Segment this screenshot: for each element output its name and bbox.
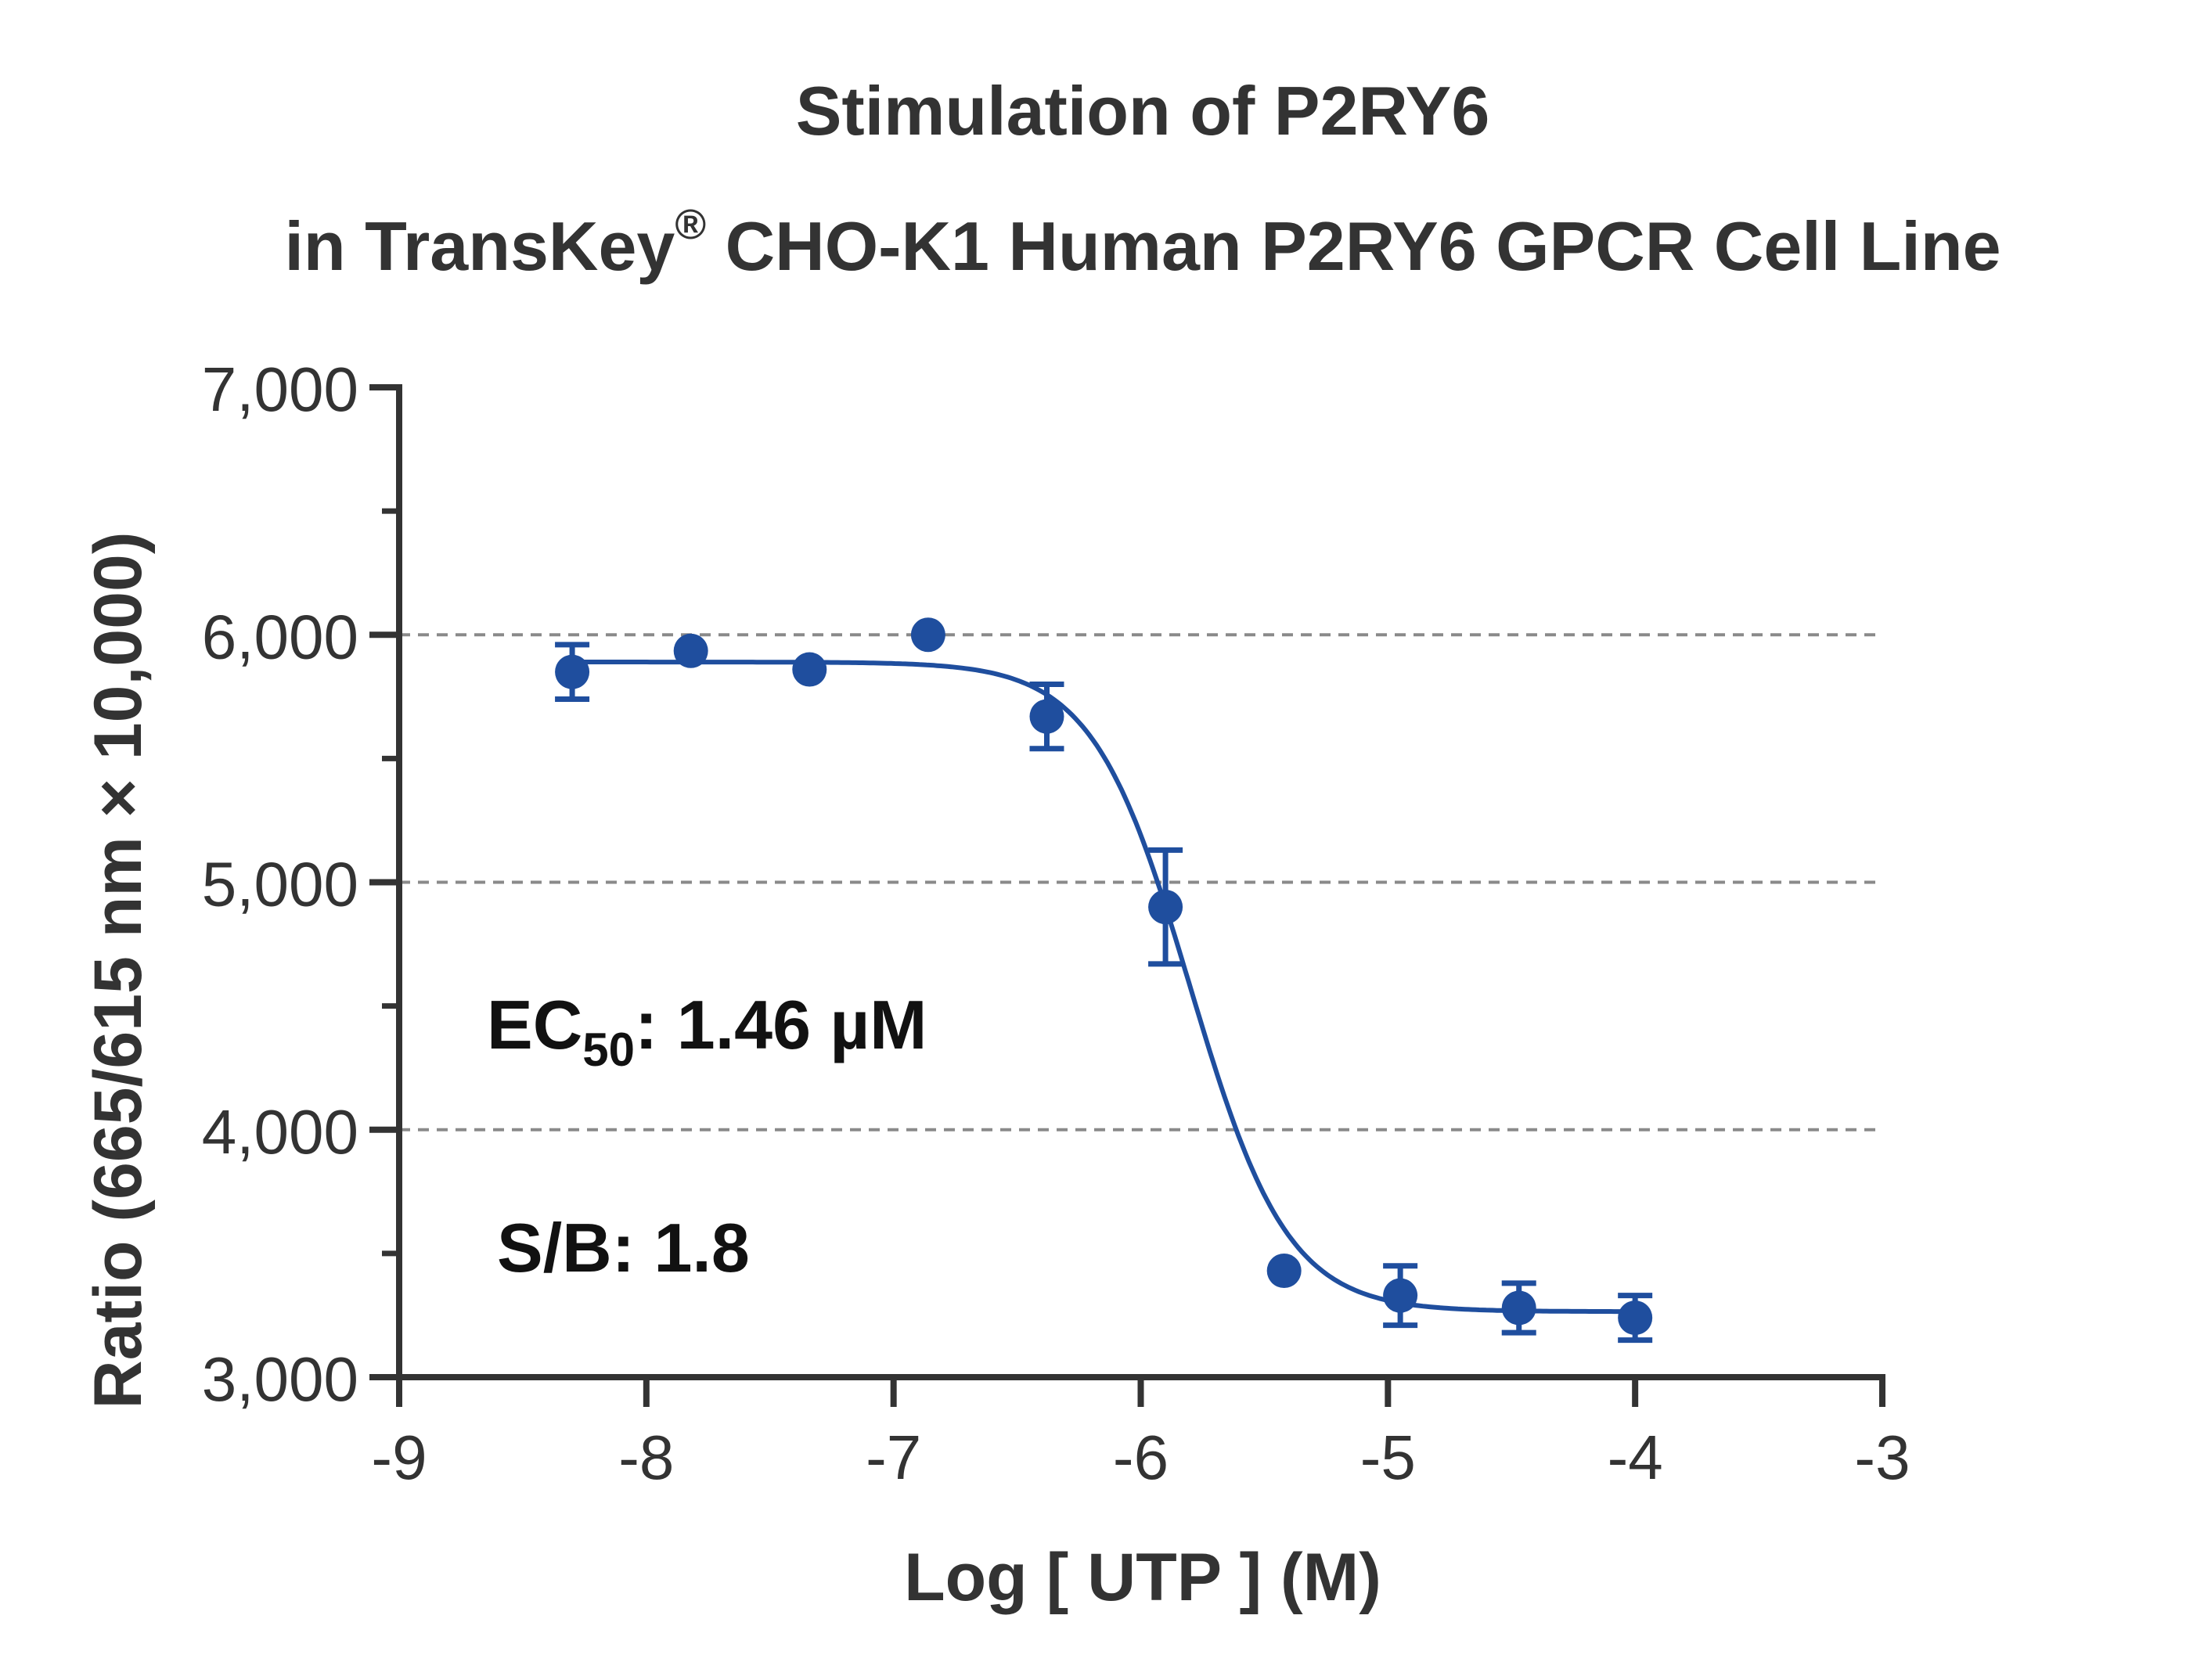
y-tick-label: 7,000 (202, 354, 358, 424)
ec50-annotation: EC50: 1.46 µM (487, 986, 927, 1076)
data-point (555, 654, 590, 689)
x-tick-label: -9 (371, 1423, 427, 1492)
data-point (1618, 1300, 1653, 1336)
y-axis-title: Ratio (665/615 nm × 10,000) (81, 532, 156, 1409)
x-tick-label: -8 (618, 1423, 674, 1492)
data-point (1501, 1290, 1536, 1326)
chart-title-line2: in TransKey® CHO-K1 Human P2RY6 GPCR Cel… (284, 201, 2001, 285)
x-tick-label: -4 (1608, 1423, 1663, 1492)
data-point (1029, 699, 1064, 734)
x-axis-title: Log [ UTP ] (M) (904, 1540, 1381, 1615)
ec50-prefix: EC (487, 986, 582, 1063)
y-tick-label: 3,000 (202, 1344, 358, 1414)
axes: 3,000 4,000 5,000 6,000 7,000 -9 -8 -7 -6 -5 -4 -3 (202, 354, 1910, 1492)
fit-curve-group (572, 660, 1636, 1315)
data-point (1383, 1278, 1418, 1313)
data-point (1266, 1254, 1302, 1289)
y-tick-label: 6,000 (202, 602, 358, 671)
y-tick-label: 5,000 (202, 850, 358, 919)
x-tick-label: -3 (1854, 1423, 1910, 1492)
data-point (910, 617, 945, 653)
sb-annotation: S/B: 1.8 (497, 1209, 750, 1286)
registered-mark: ® (675, 201, 706, 248)
y-tick-label: 4,000 (202, 1097, 358, 1167)
fit-curve (572, 660, 1636, 1315)
chart-title-line1: Stimulation of P2RY6 (796, 72, 1490, 149)
title-line2-part-b: CHO-K1 Human P2RY6 GPCR Cell Line (706, 207, 2001, 285)
data-point (1148, 890, 1183, 925)
title-line2-part-a: in TransKey (284, 207, 675, 285)
ec50-subscript: 50 (582, 1023, 635, 1076)
data-point (673, 633, 708, 668)
x-tick-label: -6 (1113, 1423, 1169, 1492)
ec50-value: : 1.46 µM (635, 986, 927, 1063)
x-tick-label: -5 (1360, 1423, 1416, 1492)
x-tick-label: -7 (866, 1423, 921, 1492)
data-point (792, 652, 827, 687)
grid-lines (399, 633, 1882, 1131)
data-points (555, 617, 1653, 1344)
